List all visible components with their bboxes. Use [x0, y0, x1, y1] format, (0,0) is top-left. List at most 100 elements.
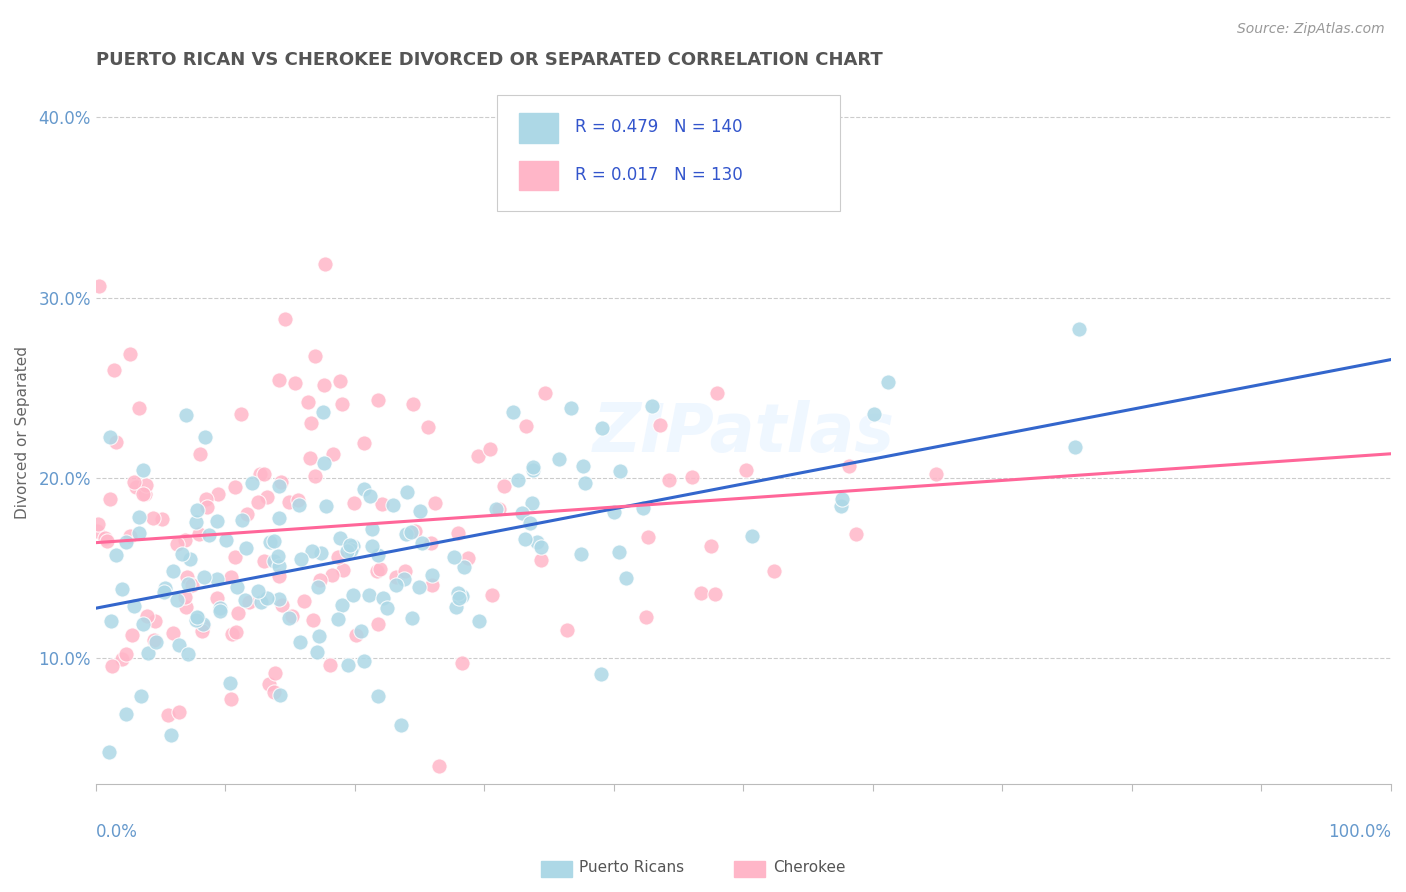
Point [381, 499, 404, 513]
Point [188, 447, 211, 461]
Point [366, 565, 388, 579]
Point [342, 588, 364, 602]
Point [98, 745, 121, 759]
Point [339, 538, 361, 552]
Point [411, 535, 433, 549]
Point [453, 559, 475, 574]
Point [488, 501, 510, 516]
Point [301, 543, 323, 558]
Point [353, 654, 375, 668]
Point [215, 533, 238, 548]
Point [658, 473, 681, 487]
Point [367, 689, 389, 703]
Point [299, 451, 322, 466]
Point [236, 507, 259, 521]
Point [636, 610, 658, 624]
Point [375, 601, 398, 615]
Point [287, 492, 309, 507]
Point [367, 548, 389, 562]
Point [863, 407, 886, 421]
Point [177, 577, 200, 591]
Point [121, 628, 143, 642]
Point [425, 496, 447, 510]
Point [607, 545, 630, 559]
Text: PUERTO RICAN VS CHEROKEE DIVORCED OR SEPARATED CORRELATION CHART: PUERTO RICAN VS CHEROKEE DIVORCED OR SEP… [96, 51, 883, 69]
Point [150, 512, 173, 526]
Point [315, 257, 337, 271]
Point [481, 588, 503, 602]
Point [167, 705, 190, 719]
Point [395, 484, 418, 499]
Point [416, 419, 439, 434]
Point [205, 572, 228, 586]
Point [648, 417, 671, 432]
Point [322, 447, 344, 461]
Point [457, 550, 479, 565]
Point [328, 612, 350, 626]
Point [467, 449, 489, 463]
Point [312, 378, 335, 392]
Point [307, 645, 329, 659]
Point [925, 467, 948, 481]
Point [681, 470, 703, 484]
Point [353, 435, 375, 450]
Point [522, 463, 544, 477]
Point [111, 582, 134, 596]
Point [181, 577, 204, 591]
Point [510, 506, 533, 520]
Point [633, 501, 655, 516]
Point [195, 500, 218, 515]
Text: R = 0.017   N = 130: R = 0.017 N = 130 [575, 166, 742, 184]
Point [384, 570, 406, 584]
Point [502, 405, 524, 419]
Point [219, 676, 242, 690]
Point [288, 635, 311, 649]
Point [284, 376, 307, 390]
Point [288, 498, 311, 512]
Point [174, 600, 197, 615]
Point [100, 614, 122, 628]
Point [193, 618, 215, 632]
Point [350, 624, 373, 639]
Point [371, 497, 394, 511]
Point [700, 539, 723, 553]
Point [156, 707, 179, 722]
Point [162, 564, 184, 578]
Point [741, 529, 763, 543]
Point [831, 492, 853, 507]
Text: R = 0.479   N = 140: R = 0.479 N = 140 [575, 118, 742, 136]
Point [194, 430, 217, 444]
Point [614, 571, 637, 585]
Point [267, 569, 290, 583]
Point [93, 531, 115, 545]
Point [263, 554, 285, 568]
Point [299, 417, 322, 431]
Point [173, 591, 195, 605]
Point [105, 548, 128, 562]
Point [226, 606, 249, 620]
Point [153, 585, 176, 599]
Point [401, 611, 423, 625]
Point [87, 278, 110, 293]
Point [193, 570, 215, 584]
Point [186, 613, 208, 627]
Point [304, 469, 326, 483]
Point [762, 564, 785, 578]
Point [257, 677, 280, 691]
Point [515, 418, 537, 433]
Point [128, 510, 150, 524]
Point [205, 591, 228, 605]
Point [830, 499, 852, 513]
Point [267, 559, 290, 574]
Point [706, 386, 728, 401]
Point [96, 534, 118, 549]
Point [311, 546, 333, 560]
Point [111, 651, 134, 665]
Point [530, 540, 553, 554]
Point [704, 586, 727, 600]
Point [408, 580, 430, 594]
Point [86, 524, 108, 538]
Point [321, 568, 343, 582]
Point [166, 593, 188, 607]
Point [329, 531, 352, 545]
